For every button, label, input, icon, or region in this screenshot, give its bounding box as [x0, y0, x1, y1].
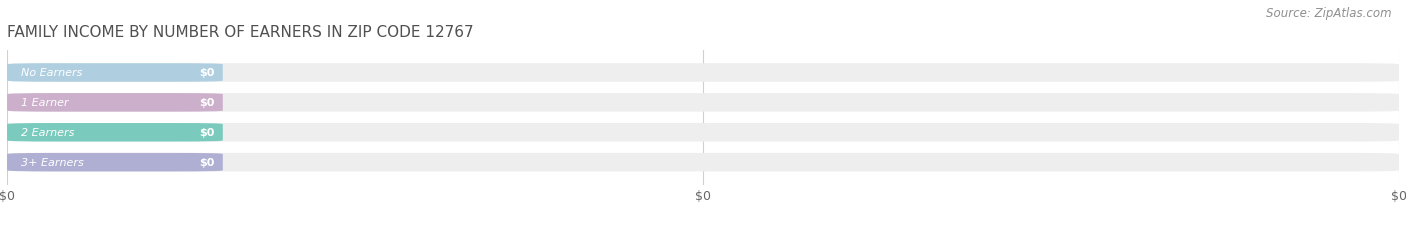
Text: No Earners: No Earners — [21, 68, 83, 78]
Text: 1 Earner: 1 Earner — [21, 98, 69, 108]
Text: $0: $0 — [200, 158, 215, 167]
FancyBboxPatch shape — [7, 153, 222, 172]
Text: $0: $0 — [200, 98, 215, 108]
Text: $0: $0 — [200, 128, 215, 138]
FancyBboxPatch shape — [7, 64, 222, 82]
FancyBboxPatch shape — [7, 64, 1399, 82]
Text: 2 Earners: 2 Earners — [21, 128, 75, 138]
Text: Source: ZipAtlas.com: Source: ZipAtlas.com — [1267, 7, 1392, 20]
Text: 3+ Earners: 3+ Earners — [21, 158, 84, 167]
Text: FAMILY INCOME BY NUMBER OF EARNERS IN ZIP CODE 12767: FAMILY INCOME BY NUMBER OF EARNERS IN ZI… — [7, 25, 474, 40]
FancyBboxPatch shape — [7, 123, 222, 142]
FancyBboxPatch shape — [7, 94, 222, 112]
Text: $0: $0 — [200, 68, 215, 78]
FancyBboxPatch shape — [7, 153, 1399, 172]
FancyBboxPatch shape — [7, 123, 1399, 142]
FancyBboxPatch shape — [7, 94, 1399, 112]
